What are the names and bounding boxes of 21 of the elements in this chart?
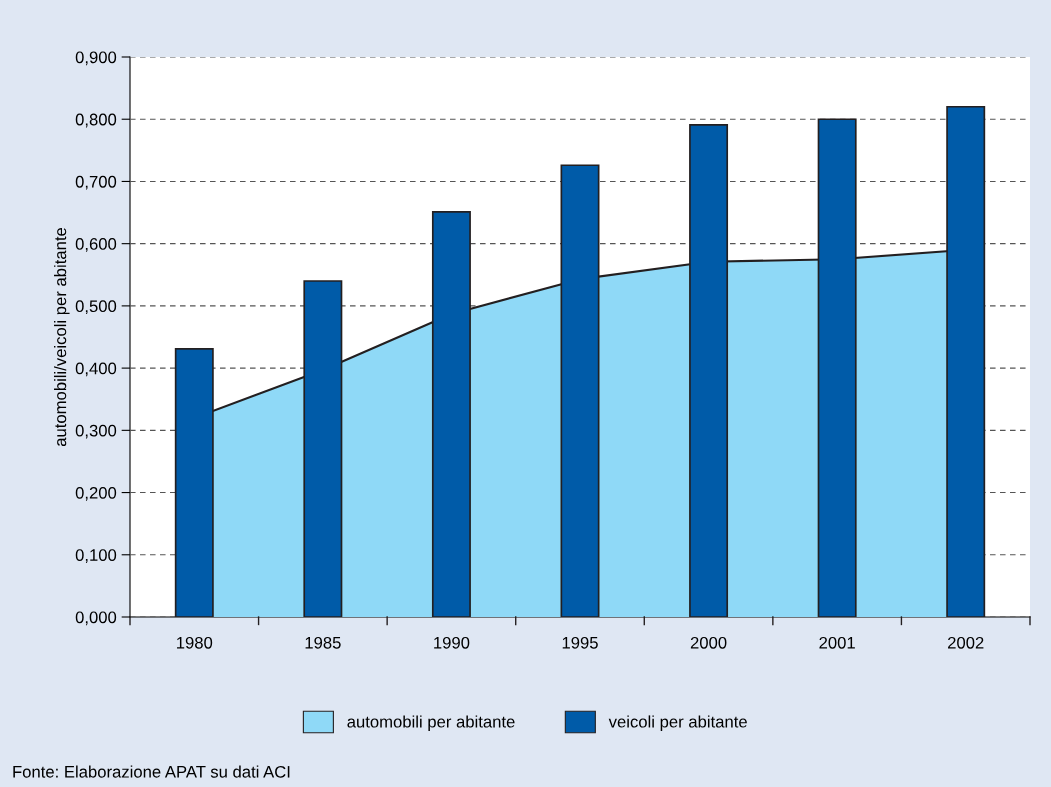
y-tick-label: 0,400 xyxy=(75,362,117,377)
source-note: Fonte: Elaborazione APAT su dati ACI xyxy=(13,765,290,778)
y-tick-label: 0,700 xyxy=(75,175,117,190)
x-tick-label: 1985 xyxy=(305,636,341,649)
x-tick-label: 1990 xyxy=(434,636,470,649)
legend-label: veicoli per abitante xyxy=(608,715,747,731)
y-tick-label: 0,000 xyxy=(75,611,117,626)
legend-label: automobili per abitante xyxy=(347,715,515,731)
x-tick-label: 1980 xyxy=(177,636,213,649)
y-tick-label: 0,800 xyxy=(75,113,117,128)
y-axis-title: automobili/veicoli per abitante xyxy=(54,227,70,447)
y-tick-label: 0,200 xyxy=(75,486,117,501)
x-tick-label: 1995 xyxy=(562,636,598,649)
y-tick-label: 0,100 xyxy=(75,549,117,563)
x-tick-label: 2002 xyxy=(948,636,984,649)
x-tick-label: 2000 xyxy=(690,636,727,649)
y-tick-label: 0,600 xyxy=(75,238,117,252)
x-tick-label: 2001 xyxy=(819,636,855,649)
y-tick-label: 0,900 xyxy=(75,51,117,66)
y-tick-label: 0,300 xyxy=(75,424,117,439)
y-tick-label: 0,500 xyxy=(75,300,117,315)
